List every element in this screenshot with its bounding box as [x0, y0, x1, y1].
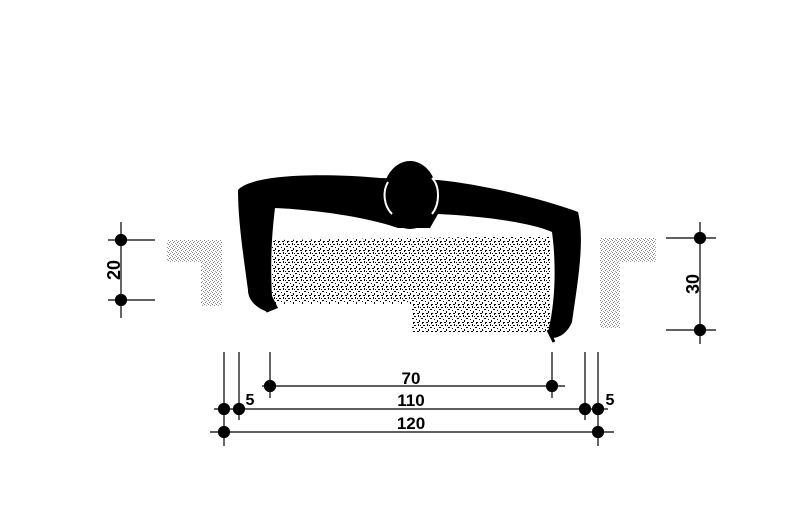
water-surface: [272, 236, 550, 332]
width-middle-label: 110: [397, 391, 424, 410]
width-outer-dimension: [210, 425, 614, 439]
right-ledge: [600, 238, 656, 328]
right-depth-dimension: [666, 222, 716, 344]
person-silhouette: [238, 161, 581, 343]
width-inner-dimension: [262, 379, 565, 393]
margin-right-label: 5: [606, 392, 615, 409]
right-depth-label: 30: [683, 274, 703, 294]
margin-left-label: 5: [246, 392, 255, 409]
width-middle-dimension: [214, 402, 608, 416]
left-depth-label: 20: [104, 260, 124, 280]
width-inner-label: 70: [402, 369, 421, 388]
left-depth-dimension: [108, 222, 155, 318]
left-ledge: [167, 240, 222, 306]
width-outer-label: 120: [397, 414, 425, 433]
